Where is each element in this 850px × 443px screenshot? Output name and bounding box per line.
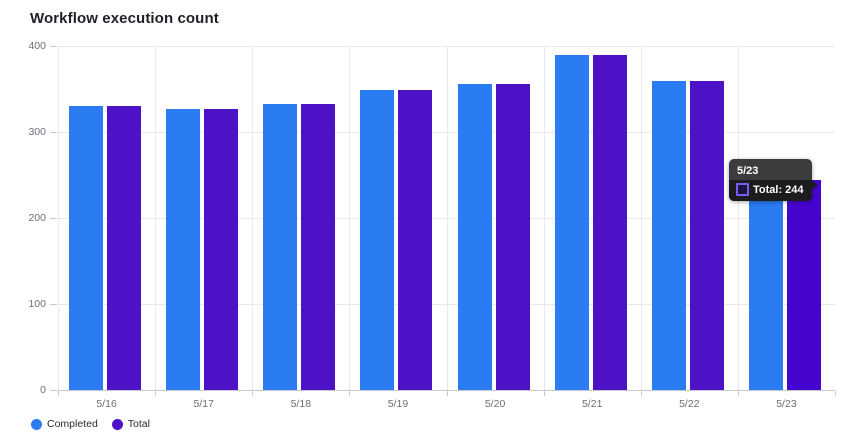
y-axis-label: 200 bbox=[28, 211, 46, 224]
chart-title: Workflow execution count bbox=[30, 10, 219, 27]
v-gridline bbox=[252, 46, 254, 390]
total-series-marker-icon bbox=[736, 183, 749, 196]
y-axis-tick bbox=[50, 218, 57, 219]
bar-completed-5/22[interactable] bbox=[651, 81, 686, 390]
x-axis-tick bbox=[640, 391, 642, 396]
x-axis-tick bbox=[58, 391, 59, 396]
y-axis-label: 300 bbox=[28, 125, 46, 138]
v-gridline bbox=[58, 46, 59, 390]
x-axis-tick bbox=[349, 391, 351, 396]
bar-completed-5/18[interactable] bbox=[263, 103, 298, 390]
bar-completed-5/23[interactable] bbox=[748, 183, 783, 390]
bar-completed-5/20[interactable] bbox=[457, 83, 492, 390]
bar-total-5/16[interactable] bbox=[107, 106, 141, 390]
bar-completed-5/19[interactable] bbox=[360, 89, 395, 390]
x-axis-tick bbox=[446, 391, 448, 396]
v-gridline bbox=[349, 46, 351, 390]
legend-label-total: Total bbox=[127, 418, 150, 430]
x-axis-label: 5/20 bbox=[484, 398, 506, 410]
x-axis-label: 5/23 bbox=[776, 398, 797, 410]
bar-total-5/20[interactable] bbox=[495, 83, 530, 390]
total-series-dot-icon bbox=[111, 418, 123, 430]
y-axis-label: 100 bbox=[28, 297, 46, 310]
tooltip-row: Total: 244 bbox=[729, 180, 812, 201]
bar-total-5/19[interactable] bbox=[398, 89, 433, 390]
bar-total-5/17[interactable] bbox=[204, 108, 239, 390]
v-gridline bbox=[155, 46, 157, 390]
bar-completed-5/16[interactable] bbox=[69, 106, 103, 390]
x-axis-label: 5/17 bbox=[193, 398, 214, 410]
bar-total-5/21[interactable] bbox=[592, 54, 627, 390]
y-axis-tick bbox=[50, 132, 57, 133]
bar-total-5/23[interactable] bbox=[786, 180, 821, 390]
bar-total-5/18[interactable] bbox=[301, 103, 336, 390]
x-axis-line bbox=[58, 390, 835, 391]
tooltip: 5/23 Total: 244 bbox=[729, 159, 818, 201]
y-axis-label: 0 bbox=[40, 383, 46, 396]
y-axis-label: 400 bbox=[28, 39, 46, 52]
x-axis-label: 5/22 bbox=[679, 398, 700, 410]
y-axis-tick bbox=[50, 46, 57, 47]
legend: Completed Total bbox=[31, 418, 150, 430]
bar-completed-5/21[interactable] bbox=[554, 54, 589, 390]
x-axis-label: 5/21 bbox=[581, 398, 603, 410]
x-axis-tick bbox=[835, 391, 836, 396]
x-axis-tick bbox=[543, 391, 545, 396]
tooltip-value: Total: 244 bbox=[753, 183, 804, 196]
tooltip-date: 5/23 bbox=[737, 165, 759, 177]
x-axis-tick bbox=[252, 391, 254, 396]
legend-item-completed[interactable]: Completed bbox=[31, 418, 98, 430]
v-gridline bbox=[446, 46, 448, 390]
y-axis-tick bbox=[50, 390, 57, 391]
y-axis-tick bbox=[50, 304, 57, 305]
completed-series-dot-icon bbox=[31, 418, 42, 430]
tooltip-pointer bbox=[810, 180, 818, 190]
x-axis-tick bbox=[155, 391, 157, 396]
v-gridline bbox=[640, 46, 642, 390]
bar-completed-5/17[interactable] bbox=[166, 108, 201, 390]
legend-label-completed: Completed bbox=[47, 418, 98, 430]
x-axis-label: 5/19 bbox=[387, 398, 409, 410]
x-axis-label: 5/18 bbox=[290, 398, 312, 410]
x-axis-tick bbox=[737, 391, 739, 396]
v-gridline bbox=[543, 46, 545, 390]
x-axis-label: 5/16 bbox=[96, 398, 117, 410]
bar-total-5/22[interactable] bbox=[689, 81, 724, 390]
v-gridline bbox=[737, 46, 739, 390]
legend-item-total[interactable]: Total bbox=[111, 418, 150, 430]
